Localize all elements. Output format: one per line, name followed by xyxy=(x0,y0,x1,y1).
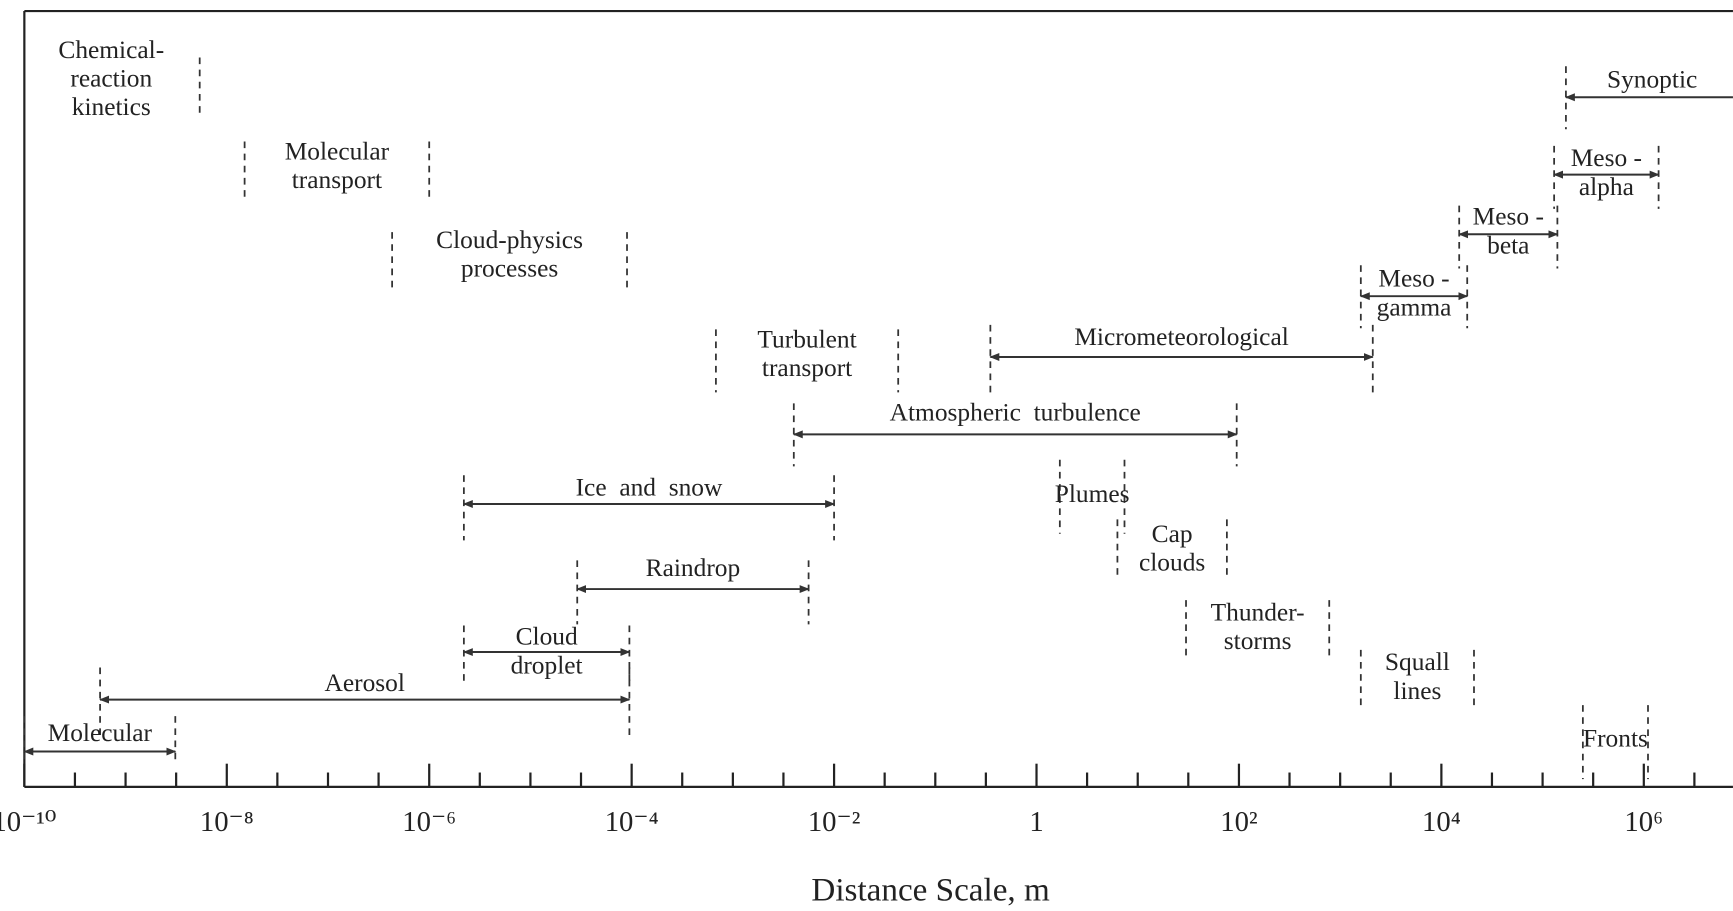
x-tick-label: 10⁻⁴ xyxy=(605,806,659,838)
range-label: Plumes xyxy=(1055,480,1130,508)
range-label: Chemical- xyxy=(58,36,164,64)
x-tick-label: 10⁻¹⁰ xyxy=(0,806,56,838)
range-label: Atmospheric turbulence xyxy=(890,398,1141,426)
range-label: Cap xyxy=(1152,520,1193,548)
range-label: Ice and snow xyxy=(576,473,723,501)
x-tick-label: 10⁴ xyxy=(1422,806,1461,838)
range-label: Aerosol xyxy=(325,669,405,697)
range-label: storms xyxy=(1224,627,1292,655)
x-tick-label: 10⁻² xyxy=(808,806,861,838)
range-label: Cloud-physics xyxy=(436,226,583,254)
range-label: Molecular xyxy=(48,719,153,747)
range-label: Molecular xyxy=(285,137,390,165)
range-label: Meso - xyxy=(1473,203,1544,231)
range-label: transport xyxy=(292,166,382,194)
range-label: Raindrop xyxy=(646,554,741,582)
range-label: Fronts xyxy=(1583,724,1648,752)
range-label: processes xyxy=(461,255,558,283)
x-tick-label: 10⁶ xyxy=(1624,806,1663,838)
range-label: Meso - xyxy=(1378,265,1449,293)
x-axis-title: Distance Scale, m xyxy=(811,872,1050,909)
range-label: Thunder- xyxy=(1211,598,1305,626)
range-label: kinetics xyxy=(72,93,151,121)
range-label: Micrometeorological xyxy=(1074,323,1288,351)
range-label: Meso - xyxy=(1571,144,1642,172)
range-label: droplet xyxy=(511,651,583,679)
range-label: transport xyxy=(762,354,852,382)
range-label: beta xyxy=(1487,231,1529,259)
range-label: clouds xyxy=(1139,549,1205,577)
x-tick-label: 10⁻⁸ xyxy=(200,806,254,838)
range-label: Synoptic xyxy=(1607,66,1697,94)
x-tick-label: 10⁻⁶ xyxy=(402,806,456,838)
range-label: lines xyxy=(1393,677,1441,705)
range-label: gamma xyxy=(1377,293,1452,321)
range-label: reaction xyxy=(70,65,152,93)
x-tick-label: 10² xyxy=(1220,806,1257,838)
range-label: Turbulent xyxy=(757,325,856,353)
x-tick-label: 1 xyxy=(1029,806,1043,838)
range-label: Cloud xyxy=(516,623,578,651)
range-label: alpha xyxy=(1579,173,1634,201)
range-label: Squall xyxy=(1385,648,1450,676)
